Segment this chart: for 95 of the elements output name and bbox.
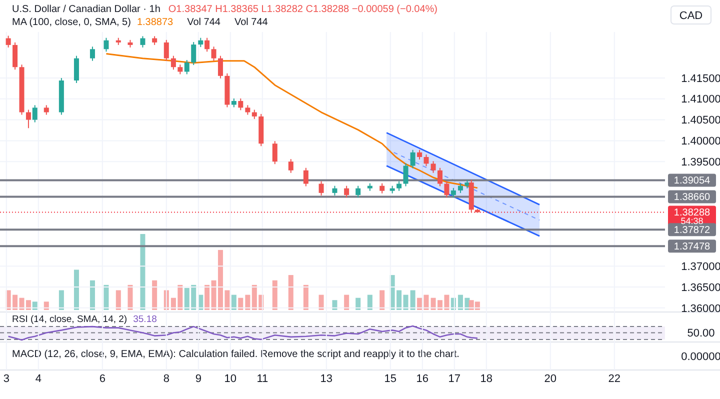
bar bbox=[356, 298, 361, 310]
candlestick bbox=[458, 182, 463, 194]
bar bbox=[231, 294, 236, 310]
x-tick-label: 16 bbox=[416, 373, 429, 385]
bar bbox=[344, 294, 350, 310]
x-tick-label: 20 bbox=[544, 373, 557, 385]
bar bbox=[410, 290, 416, 310]
bar bbox=[58, 290, 64, 310]
candlestick bbox=[211, 46, 216, 62]
text: 1.38873 bbox=[136, 17, 174, 28]
x-tick-label: 15 bbox=[384, 373, 397, 385]
candlestick bbox=[410, 149, 416, 169]
candlestick bbox=[450, 187, 456, 198]
annotation: 50.00 bbox=[687, 328, 715, 340]
candlestick bbox=[288, 158, 294, 174]
bar bbox=[238, 298, 244, 310]
chart-title: U.S. Dollar / Canadian Dollar · 1h bbox=[12, 4, 160, 15]
candlestick bbox=[12, 42, 18, 70]
bar bbox=[152, 280, 158, 310]
x-tick-label: 3 bbox=[3, 373, 10, 385]
x-tick-label: 4 bbox=[35, 373, 42, 385]
x-tick-label: 18 bbox=[480, 373, 493, 385]
candlestick bbox=[104, 37, 109, 52]
candlestick bbox=[204, 37, 210, 52]
bar bbox=[380, 290, 385, 310]
ref-line-label: 1.39054 bbox=[674, 176, 711, 187]
x-tick-label: 22 bbox=[608, 373, 621, 385]
candlestick bbox=[238, 98, 244, 111]
x-tick-label: 9 bbox=[195, 373, 202, 385]
ref-line-label: 1.38288 bbox=[674, 207, 711, 218]
candlestick bbox=[74, 55, 79, 84]
bar bbox=[367, 294, 372, 310]
ref-line-label: 1.37478 bbox=[674, 242, 711, 253]
x-tick-label: 6 bbox=[99, 373, 106, 385]
candlestick bbox=[140, 36, 146, 48]
candlestick bbox=[318, 180, 324, 196]
candlestick bbox=[403, 162, 408, 187]
candlestick bbox=[430, 160, 436, 174]
candlestick bbox=[218, 55, 223, 79]
candlestick bbox=[424, 154, 429, 167]
candlestick bbox=[6, 35, 11, 48]
x-tick-label: 17 bbox=[448, 373, 461, 385]
text: MACD (12, 26, close, 9, EMA, EMA): Calculation failed. Remove the script and reapply it to the chart. bbox=[12, 349, 460, 360]
candlestick bbox=[332, 185, 338, 196]
candlestick bbox=[303, 167, 308, 187]
bar bbox=[318, 294, 324, 310]
x-tick-label: 8 bbox=[163, 373, 170, 385]
candlestick bbox=[272, 140, 278, 165]
x-tick-label: 10 bbox=[224, 373, 237, 385]
bar bbox=[74, 270, 79, 310]
text: O1.38347 H1.38365 L1.38282 C1.38288 −0.00059 (−0.04%) bbox=[168, 4, 438, 15]
candlestick bbox=[417, 149, 422, 160]
bar bbox=[204, 284, 210, 310]
text: MA (100, close, 0, SMA, 5) bbox=[12, 17, 131, 28]
text: 35.18 bbox=[133, 314, 157, 325]
candlestick bbox=[32, 104, 38, 123]
bar bbox=[272, 280, 278, 310]
text: Vol 744 bbox=[187, 17, 221, 28]
text: CAD bbox=[679, 10, 703, 22]
bar bbox=[44, 302, 49, 310]
bar bbox=[32, 302, 38, 310]
candlestick bbox=[444, 180, 450, 198]
bar bbox=[245, 294, 250, 310]
candlestick bbox=[170, 55, 176, 70]
bar bbox=[104, 284, 109, 310]
candlestick bbox=[252, 109, 257, 120]
x-tick-label: 11 bbox=[256, 373, 268, 385]
annotation: 54:38 bbox=[680, 216, 704, 226]
candlestick bbox=[198, 37, 204, 48]
candlestick bbox=[356, 185, 361, 198]
ref-line-label: 1.38660 bbox=[674, 192, 711, 204]
text: Vol 744 bbox=[234, 17, 268, 28]
candlestick bbox=[245, 104, 250, 116]
candlestick bbox=[184, 60, 190, 75]
candlestick bbox=[344, 185, 350, 198]
candlestick bbox=[26, 109, 31, 129]
candlestick bbox=[178, 64, 183, 75]
candlestick bbox=[191, 42, 196, 66]
bar bbox=[332, 300, 338, 310]
ref-line-label: 1.37872 bbox=[674, 225, 711, 236]
bar bbox=[116, 290, 121, 310]
bar bbox=[303, 284, 308, 310]
candlestick bbox=[90, 46, 95, 62]
candlestick bbox=[380, 182, 385, 194]
chart-title: RSI (14, close, SMA, 14, 2) bbox=[12, 314, 128, 325]
candlestick bbox=[44, 104, 49, 116]
candlestick bbox=[396, 180, 402, 192]
bar bbox=[90, 280, 95, 310]
bar bbox=[140, 234, 146, 310]
bar bbox=[288, 275, 294, 310]
x-tick-label: 13 bbox=[320, 373, 333, 385]
candlestick bbox=[164, 39, 169, 62]
bar bbox=[128, 284, 133, 310]
bar bbox=[403, 294, 408, 310]
candlestick bbox=[438, 167, 442, 187]
